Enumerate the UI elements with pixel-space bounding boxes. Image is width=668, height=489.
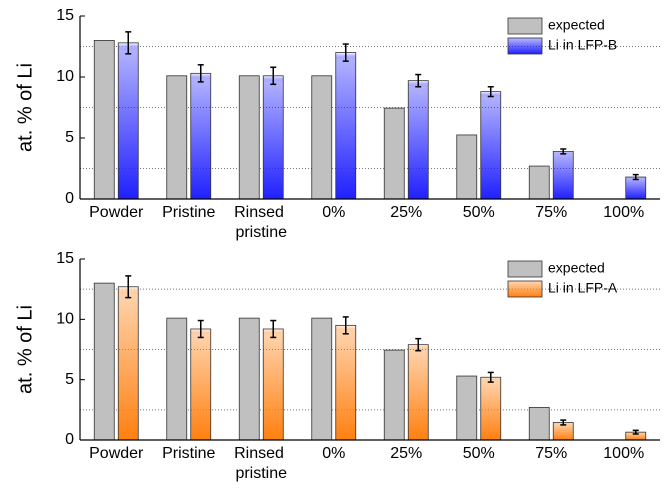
error-bar <box>632 173 639 181</box>
bar <box>407 80 429 200</box>
bar <box>528 165 550 200</box>
bar <box>93 282 115 441</box>
bar <box>383 349 405 441</box>
bar <box>383 107 405 200</box>
y-tick-label: 5 <box>65 371 74 388</box>
x-tick-label: 25% <box>390 445 422 462</box>
legend-label: Li in LFP-A <box>548 280 618 296</box>
bar <box>456 134 478 200</box>
x-tick-label: 50% <box>463 204 495 221</box>
error-bar <box>197 64 204 83</box>
x-tick-label: Powder <box>89 204 144 221</box>
bar <box>190 328 212 441</box>
x-tick-label: 0% <box>322 204 345 221</box>
bar <box>166 75 188 200</box>
bar <box>335 324 357 441</box>
error-bar <box>560 148 567 155</box>
bar <box>480 376 502 441</box>
error-bar <box>270 319 277 339</box>
x-tick-label: Rinsed pristine <box>234 204 288 241</box>
error-bar <box>560 419 567 426</box>
x-tick-label: 0% <box>322 445 345 462</box>
y-tick-label: 5 <box>65 129 74 146</box>
y-tick-label: 10 <box>56 68 74 85</box>
bar <box>528 407 550 441</box>
error-bar <box>487 371 494 383</box>
error-bar <box>415 73 422 88</box>
legend-swatch <box>507 17 543 35</box>
x-tick-label: Pristine <box>162 204 215 221</box>
bar <box>311 75 333 200</box>
error-bar <box>197 319 204 339</box>
x-tick-label: 100% <box>603 445 644 462</box>
bar <box>262 328 284 441</box>
y-tick-label: 10 <box>56 311 74 328</box>
x-tick-label: 50% <box>463 445 495 462</box>
legend-label: Li in LFP-B <box>548 37 617 53</box>
error-bar <box>270 66 277 86</box>
x-tick-label: 75% <box>535 204 567 221</box>
y-axis-label: at. % of Li <box>14 63 36 152</box>
x-tick-label: Rinsed pristine <box>234 445 288 482</box>
bar <box>238 75 260 200</box>
legend-label: expected <box>548 17 605 33</box>
error-bar <box>487 86 494 98</box>
legend-swatch <box>507 37 543 55</box>
bar <box>93 40 115 200</box>
bar <box>407 344 429 441</box>
x-tick-label: 25% <box>390 204 422 221</box>
error-bar <box>415 337 422 352</box>
bar <box>480 91 502 200</box>
x-tick-label: 100% <box>603 204 644 221</box>
bar <box>625 176 647 200</box>
error-bar <box>342 316 349 335</box>
y-axis-label: at. % of Li <box>14 305 36 394</box>
y-tick-label: 15 <box>56 7 74 24</box>
y-tick-label: 15 <box>56 250 74 267</box>
y-tick-label: 0 <box>65 190 74 207</box>
bar <box>552 151 574 200</box>
error-bar <box>632 429 639 435</box>
bar <box>117 286 139 441</box>
error-bar <box>342 43 349 62</box>
y-tick-label: 0 <box>65 431 74 448</box>
bar <box>190 72 212 200</box>
bar <box>335 52 357 200</box>
bar <box>117 42 139 200</box>
error-bar <box>125 275 132 299</box>
x-tick-label: Powder <box>89 445 144 462</box>
bar <box>238 317 260 441</box>
bar <box>456 375 478 441</box>
x-tick-label: Pristine <box>162 445 215 462</box>
bar <box>262 75 284 200</box>
legend-swatch <box>507 280 543 298</box>
legend-swatch <box>507 260 543 278</box>
legend-label: expected <box>548 260 605 276</box>
bar <box>166 317 188 441</box>
x-tick-label: 75% <box>535 445 567 462</box>
error-bar <box>125 31 132 55</box>
bar <box>311 317 333 441</box>
